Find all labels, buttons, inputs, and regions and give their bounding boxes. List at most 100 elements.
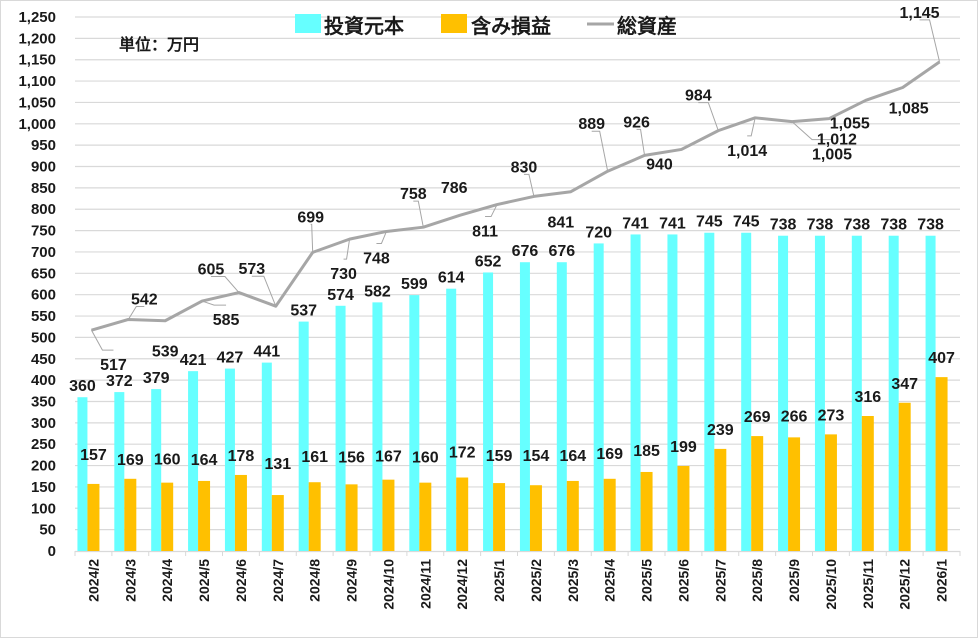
y-tick-label: 1,050 xyxy=(18,94,56,111)
label-principal: 427 xyxy=(217,350,244,367)
label-total: 758 xyxy=(400,186,427,203)
label-principal: 599 xyxy=(401,276,428,293)
bar-unrealized xyxy=(124,478,137,551)
label-total: 539 xyxy=(152,344,179,361)
bar-principal xyxy=(667,234,678,551)
label-unrealized: 161 xyxy=(301,449,328,466)
leader-line xyxy=(310,223,314,253)
legend-label-total: 総資産 xyxy=(617,14,677,38)
bar-principal xyxy=(224,368,235,551)
bar-unrealized xyxy=(566,480,579,551)
label-principal: 738 xyxy=(880,217,907,234)
leader-line xyxy=(413,200,424,228)
label-unrealized: 347 xyxy=(891,376,918,393)
x-tick-label: 2024/8 xyxy=(307,559,323,602)
bar-principal xyxy=(814,235,825,552)
x-axis-ticks: 2024/2 2024/3 2024/4 2024/5 2024/6 2024/7 2024… xyxy=(74,551,961,610)
label-principal: 574 xyxy=(327,287,354,304)
bar-principal xyxy=(925,235,936,552)
x-tick-label: 2025/4 xyxy=(602,559,618,602)
y-tick-label: 650 xyxy=(31,265,56,282)
y-tick-label: 750 xyxy=(31,223,56,240)
label-principal: 738 xyxy=(917,217,944,234)
label-unrealized: 154 xyxy=(523,448,550,465)
label-unrealized: 131 xyxy=(264,456,291,473)
bar-principal xyxy=(519,262,530,551)
y-tick-label: 200 xyxy=(31,458,56,475)
total-assets-polyline xyxy=(91,60,941,332)
label-total: 730 xyxy=(330,266,357,283)
y-tick-label: 600 xyxy=(31,287,56,304)
data-labels: 360 372 379 421 427 441 537 574 582 599 614 652 676 6… xyxy=(69,5,955,473)
label-principal: 676 xyxy=(512,243,539,260)
x-tick-label: 2024/5 xyxy=(196,559,212,602)
label-principal: 676 xyxy=(548,243,575,260)
leader-line xyxy=(251,275,277,307)
y-tick-label: 350 xyxy=(31,393,56,410)
x-tick-label: 2024/6 xyxy=(233,559,249,602)
bar-unrealized xyxy=(198,480,211,551)
y-tick-label: 950 xyxy=(31,137,56,154)
label-total: 811 xyxy=(472,224,498,241)
bar-unrealized xyxy=(529,485,542,551)
x-tick-label: 2024/12 xyxy=(454,559,470,610)
legend-item-unrealized[interactable]: 含み損益 xyxy=(441,14,551,38)
label-total: 1,005 xyxy=(812,147,852,164)
label-total: 984 xyxy=(685,88,712,105)
bar-principal xyxy=(151,389,162,551)
label-unrealized: 178 xyxy=(228,448,255,465)
leader-line xyxy=(791,121,833,141)
bar-principal xyxy=(556,262,567,551)
label-unrealized: 172 xyxy=(449,445,476,462)
legend-item-total[interactable]: 総資産 xyxy=(587,14,677,38)
label-principal: 614 xyxy=(438,270,465,287)
bar-unrealized xyxy=(603,478,616,551)
bar-unrealized xyxy=(788,437,801,551)
leader-line xyxy=(591,130,609,172)
bar-unrealized xyxy=(456,477,469,551)
bar-principal xyxy=(372,302,383,551)
label-total: 841 xyxy=(547,215,574,232)
label-unrealized: 164 xyxy=(559,448,586,465)
x-tick-label: 2025/1 xyxy=(491,559,507,602)
bar-unrealized xyxy=(419,482,432,551)
bar-principal xyxy=(77,397,88,551)
label-principal: 720 xyxy=(585,224,612,241)
y-tick-label: 500 xyxy=(31,329,56,346)
bar-unrealized xyxy=(234,474,247,551)
bar-principal xyxy=(446,288,457,551)
label-principal: 421 xyxy=(180,352,207,369)
legend-item-principal[interactable]: 投資元本 xyxy=(295,14,404,38)
label-principal: 741 xyxy=(622,215,649,232)
bars xyxy=(77,232,948,552)
label-unrealized: 185 xyxy=(633,443,660,460)
bar-unrealized xyxy=(345,484,358,551)
label-total: 542 xyxy=(131,291,158,308)
x-tick-label: 2024/4 xyxy=(159,559,175,602)
bar-principal xyxy=(741,232,752,551)
x-tick-label: 2025/6 xyxy=(675,559,691,602)
label-principal: 360 xyxy=(69,378,96,395)
leader-line xyxy=(343,239,351,260)
legend-label-principal: 投資元本 xyxy=(324,14,404,38)
label-principal: 652 xyxy=(475,253,502,270)
bar-unrealized xyxy=(640,471,653,551)
y-tick-label: 1,100 xyxy=(18,73,56,90)
bar-unrealized xyxy=(935,377,948,551)
x-tick-label: 2025/12 xyxy=(897,559,913,610)
label-total: 573 xyxy=(238,261,265,278)
label-unrealized: 167 xyxy=(375,449,402,466)
label-unrealized: 407 xyxy=(928,350,955,367)
x-tick-label: 2024/9 xyxy=(344,559,360,602)
y-tick-label: 900 xyxy=(31,159,56,176)
label-principal: 745 xyxy=(696,214,723,231)
label-principal: 372 xyxy=(106,373,133,390)
y-tick-label: 1,250 xyxy=(18,9,56,26)
bar-principal xyxy=(704,232,715,551)
bar-principal xyxy=(409,295,420,551)
label-principal: 537 xyxy=(290,303,317,320)
label-unrealized: 273 xyxy=(818,407,845,424)
y-tick-label: 850 xyxy=(31,180,56,197)
x-tick-label: 2025/3 xyxy=(565,559,581,602)
